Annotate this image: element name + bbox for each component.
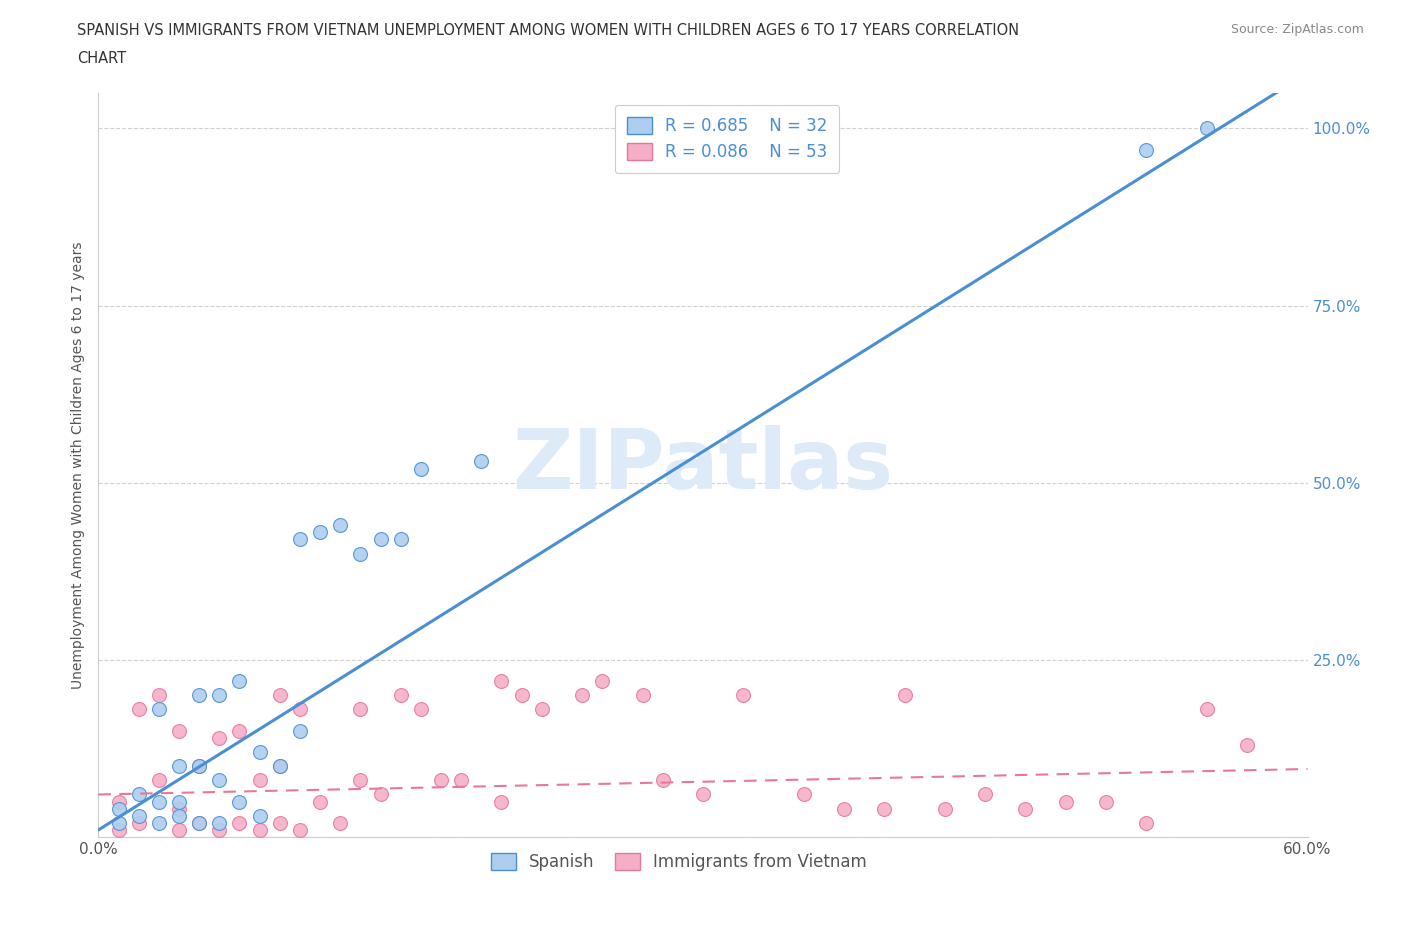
Text: CHART: CHART [77, 51, 127, 66]
Legend: Spanish, Immigrants from Vietnam: Spanish, Immigrants from Vietnam [481, 843, 877, 881]
Point [228, 794, 250, 809]
Point [974, 787, 997, 802]
Point [148, 702, 170, 717]
Point [269, 816, 291, 830]
Point [309, 525, 332, 539]
Point [370, 787, 392, 802]
Point [167, 802, 190, 817]
Point [188, 688, 211, 703]
Text: Source: ZipAtlas.com: Source: ZipAtlas.com [1230, 23, 1364, 36]
Point [128, 808, 150, 823]
Point [188, 816, 211, 830]
Point [249, 808, 271, 823]
Point [1236, 737, 1258, 752]
Point [591, 673, 613, 688]
Point [148, 688, 170, 703]
Point [934, 802, 956, 817]
Point [208, 688, 231, 703]
Point [188, 759, 211, 774]
Point [128, 816, 150, 830]
Point [832, 802, 855, 817]
Point [1195, 121, 1218, 136]
Point [370, 532, 392, 547]
Point [1095, 794, 1118, 809]
Point [571, 688, 593, 703]
Point [631, 688, 654, 703]
Text: ZIPatlas: ZIPatlas [513, 424, 893, 506]
Point [107, 802, 129, 817]
Point [349, 702, 371, 717]
Point [208, 816, 231, 830]
Point [349, 546, 371, 561]
Point [269, 688, 291, 703]
Point [188, 816, 211, 830]
Point [733, 688, 755, 703]
Point [249, 745, 271, 760]
Point [1014, 802, 1036, 817]
Point [430, 773, 453, 788]
Point [389, 532, 412, 547]
Point [349, 773, 371, 788]
Point [470, 454, 492, 469]
Point [651, 773, 673, 788]
Y-axis label: Unemployment Among Women with Children Ages 6 to 17 years: Unemployment Among Women with Children A… [72, 241, 86, 689]
Text: SPANISH VS IMMIGRANTS FROM VIETNAM UNEMPLOYMENT AMONG WOMEN WITH CHILDREN AGES 6: SPANISH VS IMMIGRANTS FROM VIETNAM UNEMP… [77, 23, 1019, 38]
Point [409, 702, 432, 717]
Point [1054, 794, 1077, 809]
Point [491, 673, 513, 688]
Point [309, 794, 332, 809]
Point [148, 816, 170, 830]
Point [208, 730, 231, 745]
Point [491, 794, 513, 809]
Point [188, 759, 211, 774]
Point [288, 532, 311, 547]
Point [269, 759, 291, 774]
Point [389, 688, 412, 703]
Point [107, 816, 129, 830]
Point [510, 688, 533, 703]
Point [692, 787, 714, 802]
Point [873, 802, 896, 817]
Point [228, 673, 250, 688]
Point [107, 822, 129, 837]
Point [208, 822, 231, 837]
Point [893, 688, 915, 703]
Point [167, 759, 190, 774]
Point [288, 724, 311, 738]
Point [793, 787, 815, 802]
Point [167, 794, 190, 809]
Point [208, 773, 231, 788]
Point [228, 816, 250, 830]
Point [288, 822, 311, 837]
Point [288, 702, 311, 717]
Point [148, 794, 170, 809]
Point [128, 787, 150, 802]
Point [107, 794, 129, 809]
Point [249, 822, 271, 837]
Point [128, 702, 150, 717]
Point [450, 773, 472, 788]
Point [228, 724, 250, 738]
Point [1195, 702, 1218, 717]
Point [167, 808, 190, 823]
Point [329, 816, 352, 830]
Point [269, 759, 291, 774]
Point [530, 702, 553, 717]
Point [148, 773, 170, 788]
Point [249, 773, 271, 788]
Point [409, 461, 432, 476]
Point [167, 822, 190, 837]
Point [1135, 142, 1157, 157]
Point [329, 518, 352, 533]
Point [1135, 816, 1157, 830]
Point [167, 724, 190, 738]
